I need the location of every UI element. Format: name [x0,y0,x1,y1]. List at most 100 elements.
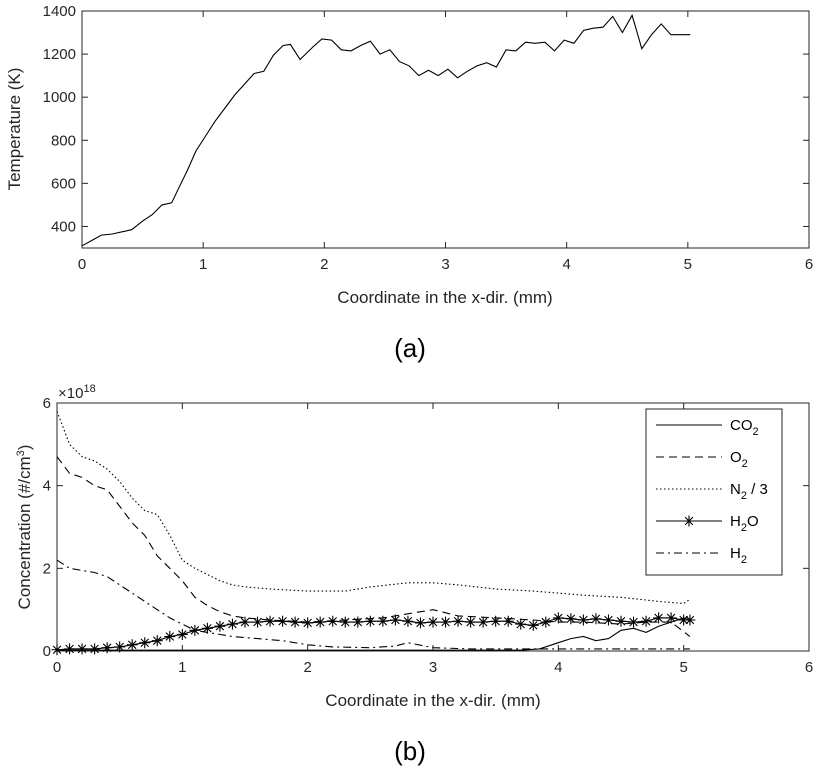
data-point-star [277,615,289,627]
panel-label-b: (b) [394,736,426,766]
concentration-chart: 0 1 2 3 4 5 6 0 2 4 6 ×1018 Coordinate in the x-di… [15,383,813,766]
series-line-0-0 [81,13,691,247]
data-point-star [377,615,389,627]
data-point-star [628,616,640,628]
data-point-star [590,613,602,625]
data-point-star [640,615,652,627]
data-point-star [402,615,414,627]
x-tick-label: 5 [679,659,687,676]
data-point-star [552,612,564,624]
x-tick-label: 0 [78,256,86,273]
data-point-star [214,620,226,632]
data-point-star [176,628,188,640]
data-point-star [577,614,589,626]
data-point-star [76,643,88,655]
data-point-star [684,614,696,626]
x-tick-label: 6 [805,659,813,676]
y-multiplier: ×1018 [58,383,96,402]
y-tick-label: 1200 [43,46,76,63]
x-tick-label: 4 [562,256,570,273]
y-tick-label: 2 [43,560,51,577]
data-point-star [440,616,452,628]
data-point-star [527,619,539,631]
y-axis-label-a: Temperature (K) [5,68,24,191]
y-tick-label: 1000 [43,89,76,106]
x-tick-label: 3 [441,256,449,273]
data-point-star [289,616,301,628]
data-point-star [51,644,63,656]
data-point-star [139,637,151,649]
data-point-star [615,615,627,627]
y-tick-label: 6 [43,395,51,412]
data-point-star [678,614,690,626]
y-tick-label: 4 [43,478,51,495]
x-tick-label: 4 [554,659,562,676]
data-point-star [364,615,376,627]
temperature-chart: 0 1 2 3 4 5 6 400 600 800 1000 1200 1400 Coordinate … [5,3,813,363]
data-point-star [264,615,276,627]
data-point-star [465,616,477,628]
x-tick-label: 2 [303,659,311,676]
legend-label-0: CO2 [730,417,759,438]
series-line-1-3 [56,617,690,651]
data-point-star [389,614,401,626]
series-line-1-2 [56,411,691,605]
data-point-star [427,616,439,628]
series-line-1-0 [57,617,691,651]
x-tick-label: 5 [684,256,692,273]
data-point-star [339,616,351,628]
legend-label-2: N2 / 3 [730,481,768,502]
data-point-star [515,618,527,630]
data-point-star [101,642,113,654]
data-point-star [302,617,314,629]
data-point-star [565,613,577,625]
x-tick-label: 3 [429,659,437,676]
series-line-1-1 [56,456,691,637]
panel-label-a: (a) [394,333,426,363]
x-tick-label: 1 [178,659,186,676]
data-point-star [89,643,101,655]
x-tick-label: 1 [199,256,207,273]
legend-label-1: O2 [730,449,748,470]
data-point-star [314,616,326,628]
data-point-star [239,616,251,628]
data-point-star [452,615,464,627]
x-axis-label-a: Coordinate in the x-dir. (mm) [337,288,552,307]
y-tick-label: 1400 [43,3,76,20]
y-tick-label: 0 [43,643,51,660]
data-point-star [352,616,364,628]
data-point-star [126,639,138,651]
legend-star-marker [683,515,695,527]
data-point-star [64,643,76,655]
data-point-star [653,612,665,624]
data-point-star [164,631,176,643]
axes-frame-a [81,10,810,249]
data-point-star [490,615,502,627]
data-point-star [226,618,238,630]
data-point-star [327,615,339,627]
data-point-star [151,635,163,647]
series-line-1-4 [56,559,690,650]
legend-label-4: H2 [730,545,747,566]
legend-box [645,408,783,576]
data-point-star [540,616,552,628]
data-point-star [114,641,126,653]
data-point-star [477,616,489,628]
x-tick-label: 6 [805,256,813,273]
legend-label-3: H2O [730,513,759,534]
legend: CO2 O2 N2 / 3 H2O H2 [645,408,783,576]
y-tick-label: 400 [51,218,76,235]
data-point-star [201,622,213,634]
y-tick-label: 600 [51,175,76,192]
data-point-star [252,616,264,628]
data-point-star [602,614,614,626]
y-axis-label-b: Concentration (#/cm3) [15,445,34,610]
y-tick-label: 800 [51,132,76,149]
x-tick-label: 2 [320,256,328,273]
x-axis-label-b: Coordinate in the x-dir. (mm) [325,691,540,710]
data-point-star [665,612,677,624]
x-tick-label: 0 [53,659,61,676]
data-point-star [502,615,514,627]
data-point-star [414,617,426,629]
